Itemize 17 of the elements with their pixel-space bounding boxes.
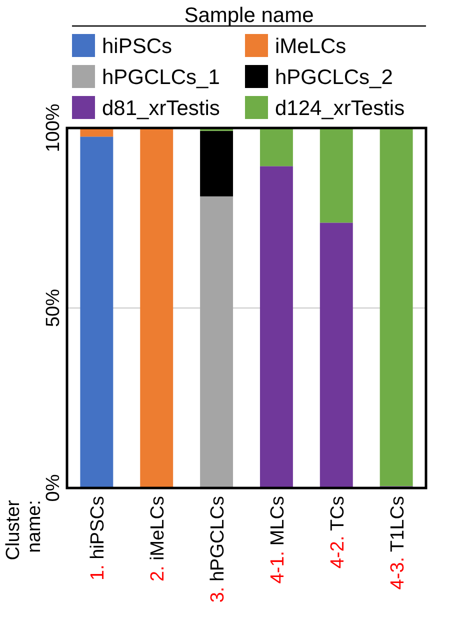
x-tick-label: 1. hiPSCs <box>88 496 109 580</box>
legend-label: hPGCLCs_2 <box>275 66 393 89</box>
legend-label: iMeLCs <box>275 35 346 58</box>
x-tick-label: 4-2. TCs <box>327 496 348 569</box>
y-tick-label: 0% <box>43 474 64 502</box>
legend-label: hPGCLCs_1 <box>102 66 220 89</box>
legend-label: d124_xrTestis <box>275 97 405 120</box>
x-tick-label: 3. hPGCLCs <box>208 496 229 603</box>
legend-label: d81_xrTestis <box>102 97 220 120</box>
x-tick-label: 4-1. MLCs <box>267 496 288 584</box>
text: Cluster name: <box>3 499 45 560</box>
legend-title: Sample name <box>184 4 314 27</box>
y-tick-label: 50% <box>43 288 64 328</box>
x-tick-label: 4-3. T1LCs <box>387 496 408 590</box>
legend-label: hiPSCs <box>102 35 172 58</box>
x-tick-label: 2. iMeLCs <box>148 496 169 582</box>
y-tick-label: 100% <box>43 104 64 152</box>
